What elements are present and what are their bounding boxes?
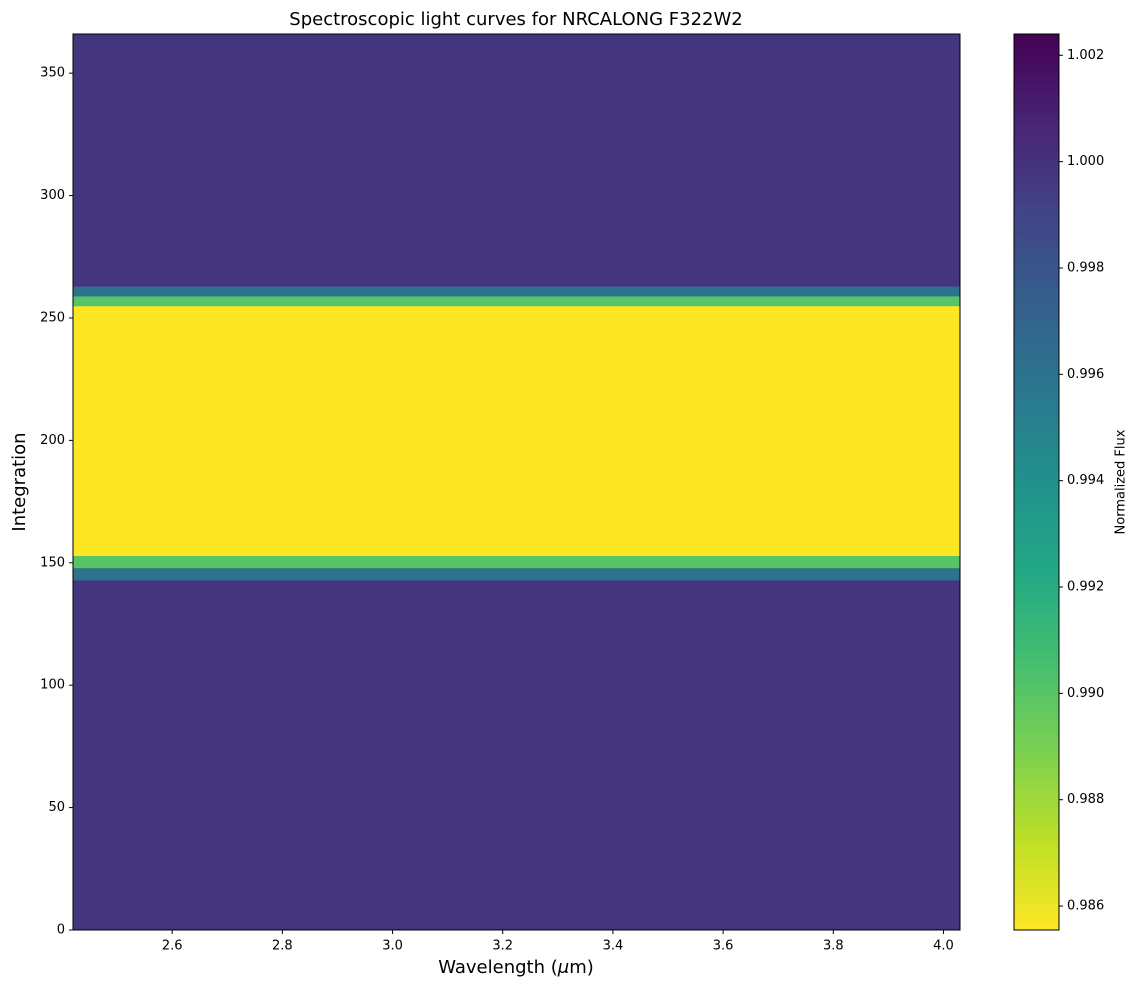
y-tick-label: 0: [57, 923, 65, 938]
heatmap-cell: [73, 286, 960, 297]
heatmap-cell: [73, 555, 960, 569]
y-tick-label: 200: [40, 433, 65, 448]
x-tick-label: 3.0: [382, 939, 403, 954]
y-tick-label: 250: [40, 310, 65, 325]
colorbar-tick-label: 0.988: [1067, 792, 1104, 807]
heatmap-cell: [73, 579, 960, 931]
y-tick-label: 150: [40, 555, 65, 570]
colorbar-tick-label: 0.994: [1067, 473, 1104, 488]
heatmap-cell: [73, 305, 960, 556]
colorbar-tick-label: 0.990: [1067, 686, 1104, 701]
x-tick-label: 3.2: [492, 939, 513, 954]
colorbar-tick-label: 1.002: [1067, 48, 1104, 63]
colorbar-tick-label: 0.992: [1067, 580, 1104, 595]
y-tick-label: 100: [40, 678, 65, 693]
colorbar-tick-label: 1.000: [1067, 154, 1104, 169]
chart-title: Spectroscopic light curves for NRCALONG …: [289, 9, 742, 30]
heatmap-cell: [73, 34, 960, 287]
colorbar: [1013, 33, 1060, 931]
plot-frame: [72, 33, 961, 931]
x-tick-label: 2.6: [162, 939, 183, 954]
x-tick-label: 3.8: [823, 939, 844, 954]
colorbar-tick-label: 0.986: [1067, 899, 1104, 914]
y-tick-label: 350: [40, 66, 65, 81]
y-axis-label: Integration: [9, 432, 30, 531]
x-tick-label: 3.4: [603, 939, 624, 954]
heatmap: [73, 34, 960, 931]
x-tick-label: 2.8: [272, 939, 293, 954]
colorbar-label: Normalized Flux: [1114, 429, 1129, 534]
colorbar-tick-label: 0.996: [1067, 367, 1104, 382]
x-tick-label: 4.0: [933, 939, 954, 954]
y-tick-label: 300: [40, 188, 65, 203]
x-axis-label: Wavelength (μm): [438, 957, 594, 978]
colorbar-tick-label: 0.998: [1067, 260, 1104, 275]
heatmap-cell: [73, 567, 960, 581]
y-tick-label: 50: [48, 800, 65, 815]
x-tick-label: 3.6: [713, 939, 734, 954]
heatmap-cell: [73, 295, 960, 307]
